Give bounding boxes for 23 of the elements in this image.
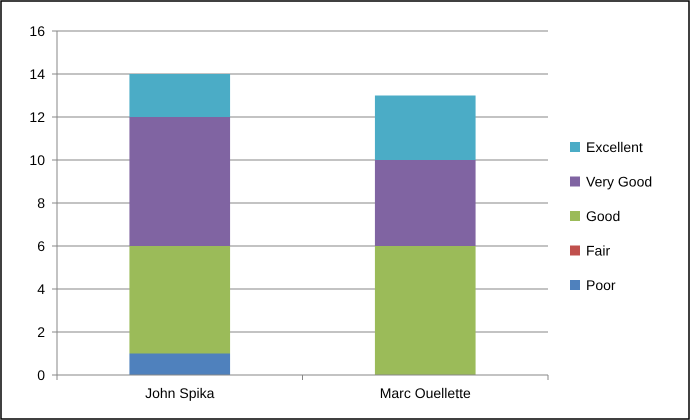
bar xyxy=(129,354,230,375)
y-tick-label: 4 xyxy=(37,280,46,297)
bar xyxy=(374,246,476,375)
bar xyxy=(374,160,476,246)
x-tick-label: Marc Ouellette xyxy=(380,385,471,401)
legend-label: Good xyxy=(586,208,620,224)
bar xyxy=(374,96,476,160)
y-tick-label: 8 xyxy=(37,194,46,211)
legend-label: Poor xyxy=(586,276,616,293)
x-tick-label: John Spika xyxy=(145,385,215,401)
y-tick-label: 0 xyxy=(37,366,46,383)
y-tick-label: 12 xyxy=(29,108,46,125)
y-tick-label: 2 xyxy=(37,324,46,340)
legend-label: Fair xyxy=(586,242,610,258)
bar xyxy=(129,117,230,246)
y-tick-label: 14 xyxy=(29,66,46,82)
y-tick-label: 6 xyxy=(37,238,46,254)
legend-label: Excellent xyxy=(586,138,643,155)
y-tick-label: 16 xyxy=(29,22,46,39)
legend-label: Very Good xyxy=(586,173,652,190)
bar xyxy=(129,246,230,354)
bar xyxy=(129,74,230,117)
y-tick-label: 10 xyxy=(29,152,46,168)
